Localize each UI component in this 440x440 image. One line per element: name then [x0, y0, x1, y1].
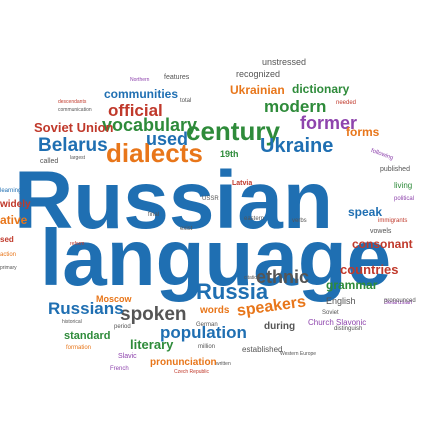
word-slavic: Slavic: [118, 353, 137, 360]
word-literary: literary: [130, 337, 174, 352]
word-action: action: [0, 252, 17, 258]
word-needed: needed: [336, 100, 357, 106]
word-russia: Russia: [196, 279, 269, 304]
word-consonant: consonant: [352, 237, 413, 251]
word-political: political: [394, 196, 415, 202]
word-widely: widely: [0, 199, 31, 210]
word-published: published: [380, 166, 410, 173]
word-ukrainian: Ukrainian: [230, 83, 285, 97]
word-speak: speak: [348, 205, 383, 219]
word-formation: formation: [66, 345, 92, 351]
word-modern: modern: [264, 97, 327, 116]
word-pronunciation: pronunciation: [150, 357, 217, 368]
word-exist: exist: [180, 226, 193, 232]
word-descendants: descendants: [58, 99, 87, 105]
word-reform: reform: [70, 241, 85, 247]
word-verbs: verbs: [292, 218, 307, 224]
word-features: features: [164, 74, 190, 81]
word-19th: 19th: [220, 149, 239, 159]
word-northern: Northern: [130, 77, 150, 83]
word-grammar: grammar: [326, 278, 378, 292]
word-western-europe: Western Europe: [280, 351, 317, 357]
word-countries: countries: [340, 262, 399, 277]
word-russian: Russian: [14, 155, 333, 246]
word-population: population: [160, 323, 247, 342]
word-words: words: [200, 305, 230, 316]
word-living: living: [394, 181, 413, 190]
word-soviet: Soviet: [322, 310, 339, 316]
word-during: during: [264, 321, 296, 332]
word-german: German: [196, 322, 218, 328]
word-total: total: [180, 98, 192, 104]
word-standard: standard: [64, 330, 111, 342]
word-soviet-union: Soviet Union: [34, 120, 114, 135]
word-established: established: [242, 345, 283, 354]
word-century: century: [186, 116, 280, 146]
word-belarusian: Belarusian: [384, 300, 413, 306]
word-english: English: [326, 296, 356, 306]
word-spoken: spoken: [120, 304, 187, 325]
word-dictionary: dictionary: [292, 82, 350, 96]
word-largest: largest: [70, 155, 86, 161]
word-latvia: Latvia: [232, 180, 253, 187]
word-distinguish: distinguish: [334, 326, 363, 332]
word-citation: citation: [244, 275, 260, 281]
word-belarus: Belarus: [38, 135, 108, 156]
word-sed: sed: [0, 235, 14, 244]
word-communities: communities: [104, 87, 179, 101]
word-historical: historical: [62, 319, 82, 325]
word-former: former: [300, 113, 358, 133]
word-native: ative: [0, 213, 28, 227]
word-french: French: [110, 366, 129, 372]
word-dialects: dialects: [106, 138, 203, 168]
word-ethnic: ethnic: [256, 267, 310, 287]
word-following: following: [369, 148, 394, 162]
word-million: million: [198, 344, 216, 350]
word-pronounced: pronounced: [384, 298, 416, 304]
word-written: written: [216, 361, 231, 367]
word-forms: forms: [346, 125, 380, 139]
word-vowels: vowels: [370, 228, 392, 235]
word-czech-republic: Czech Republic: [174, 369, 210, 375]
word-ukraine: Ukraine: [260, 135, 334, 157]
word-called: called: [40, 158, 59, 165]
word-final: final: [148, 212, 160, 218]
word-immigrants: immigrants: [378, 218, 408, 224]
word-language: language: [40, 213, 392, 302]
word-moscow: Moscow: [96, 294, 132, 304]
word-used: used: [146, 129, 189, 149]
word-eastern: eastern: [244, 216, 265, 222]
word-recognized: recognized: [236, 69, 281, 79]
word-vocabulary: vocabulary: [102, 115, 198, 135]
word-church-slavonic: Church Slavonic: [308, 318, 367, 327]
word-russians: Russians: [48, 299, 124, 318]
word-learning: learning: [0, 188, 22, 194]
word-ussr: USSR: [202, 196, 219, 202]
word-primary: primary: [0, 265, 17, 271]
word-official: official: [108, 101, 163, 120]
word-communication: communication: [58, 107, 92, 113]
word-period: period: [114, 324, 131, 330]
word-unstressed: unstressed: [262, 57, 307, 67]
